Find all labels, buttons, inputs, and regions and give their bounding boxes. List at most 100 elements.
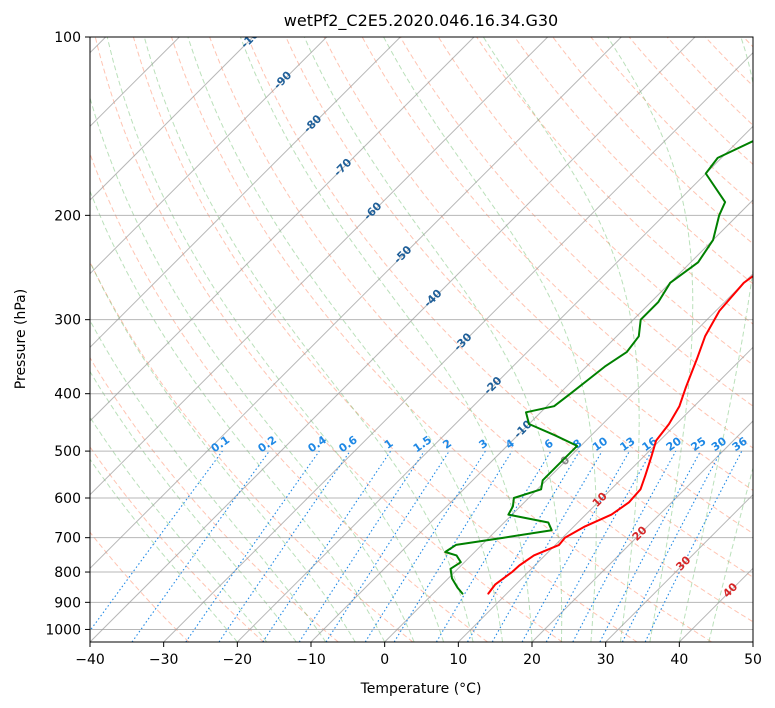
mixing-ratio-label: 1 (382, 437, 396, 452)
isotherm (163, 51, 753, 642)
mixing-ratio-label: 0.4 (306, 433, 330, 455)
y-axis-label: Pressure (hPa) (13, 289, 29, 389)
mixing-ratio-line (467, 450, 580, 642)
isotherm (90, 37, 622, 570)
mixing-ratio-line (521, 450, 630, 642)
mixing-ratio-line (90, 450, 223, 632)
moist-adiabat (607, 37, 694, 642)
moist-adiabat (143, 37, 474, 642)
x-tick-label: 0 (380, 652, 389, 668)
dry-adiabat (285, 37, 753, 535)
mixing-ratio-line (644, 450, 743, 642)
dry-adiabat (209, 37, 753, 623)
mixing-ratio-label: 0.6 (336, 433, 360, 455)
mixing-ratio-label: 0.2 (256, 433, 279, 455)
temperature-profile (487, 274, 753, 595)
y-axis: 100 200 300 400 500 600 700 800 900 1000 (45, 30, 90, 638)
dry-adiabat (247, 37, 753, 578)
dry-adiabat (90, 260, 414, 642)
x-tick-label: −40 (75, 652, 105, 668)
moist-adiabat (90, 260, 356, 642)
moist-adiabat (187, 37, 503, 642)
y-tick-label: 1000 (45, 622, 81, 638)
isotherm (384, 272, 753, 642)
moist-adiabat (303, 37, 563, 642)
dry-adiabat (90, 531, 190, 642)
dry-adiabat (666, 37, 753, 126)
dry-adiabat (743, 37, 753, 48)
isotherm (90, 37, 401, 349)
dry-adiabat (514, 37, 753, 285)
y-tick-label: 300 (54, 313, 81, 329)
y-tick-label: 100 (54, 30, 81, 46)
series-lines (444, 140, 753, 595)
y-tick-label: 700 (54, 531, 81, 547)
isotherm (236, 125, 753, 642)
isotherm (531, 420, 753, 642)
chart-title: wetPf2_C2E5.2020.046.16.34.G30 (284, 11, 558, 31)
moist-adiabat (239, 37, 533, 642)
moist-adiabat (678, 37, 753, 642)
x-tick-label: 50 (744, 652, 762, 668)
dry-adiabat (90, 356, 339, 642)
dry-adiabat (90, 446, 264, 642)
moist-adiabat (708, 466, 753, 642)
x-tick-label: −10 (296, 652, 326, 668)
moist-adiabat (90, 458, 238, 642)
mixing-ratio-line (262, 450, 392, 642)
mixing-ratio-label: 0.1 (209, 433, 232, 455)
mixing-ratio-line (325, 450, 450, 642)
dry-adiabat (552, 37, 753, 245)
dry-adiabat (399, 37, 753, 407)
isotherm (90, 37, 696, 642)
y-tick-label: 500 (54, 444, 81, 460)
isotherm (90, 37, 254, 201)
mixing-ratio-label: 6 (542, 437, 556, 452)
x-axis: −40 −30 −20 −10 0 10 20 30 40 50 (75, 642, 762, 668)
mixing-ratio-line (545, 450, 653, 642)
moist-adiabat (90, 319, 327, 642)
moist-adiabat (383, 37, 597, 642)
dry-adiabat (437, 37, 753, 366)
dewpoint-profile (444, 140, 753, 595)
isotherm (90, 37, 328, 275)
moist-adiabat (106, 37, 445, 642)
background-lines (90, 37, 753, 642)
annotation-labels: 0.1 0.2 0.4 0.6 1 1.5 2 3 4 6 8 10 13 16 20 25 30 36-100-… (209, 37, 750, 600)
isotherm (605, 493, 753, 642)
dry-adiabat (590, 37, 753, 205)
mixing-ratio-label: 1.5 (411, 433, 434, 455)
mixing-ratio-label: 4 (503, 437, 517, 452)
dry-adiabat (323, 37, 753, 491)
y-tick-label: 600 (54, 491, 81, 507)
mixing-ratio-line (393, 450, 513, 642)
dry-adiabat (361, 37, 753, 449)
moist-adiabat (90, 189, 386, 642)
moist-adiabat (482, 37, 640, 642)
dry-adiabat (94, 37, 563, 642)
x-axis-label: Temperature (°C) (360, 681, 482, 697)
isotherm (90, 37, 549, 496)
mixing-ratio-line (298, 450, 425, 642)
dry-adiabat (704, 37, 753, 87)
isotherm (310, 199, 753, 642)
x-tick-label: 30 (597, 652, 615, 668)
mixing-ratio-line (599, 450, 701, 642)
isotherm (752, 641, 753, 642)
isotherm (90, 37, 475, 422)
mixing-ratio-line (572, 450, 677, 642)
y-tick-label: 800 (54, 565, 81, 581)
dry-adiabat (90, 152, 488, 642)
y-tick-label: 200 (54, 208, 81, 224)
y-tick-label: 900 (54, 595, 81, 611)
x-tick-label: −20 (223, 652, 253, 668)
plot-frame (89, 36, 754, 643)
mixing-ratio-line (218, 450, 351, 642)
mixing-ratio-line (185, 450, 320, 642)
dry-adiabat (171, 37, 712, 642)
moist-adiabat (90, 416, 268, 642)
x-tick-label: −30 (149, 652, 179, 668)
dry-adiabat (132, 37, 638, 642)
mixing-ratio-line (131, 450, 270, 642)
